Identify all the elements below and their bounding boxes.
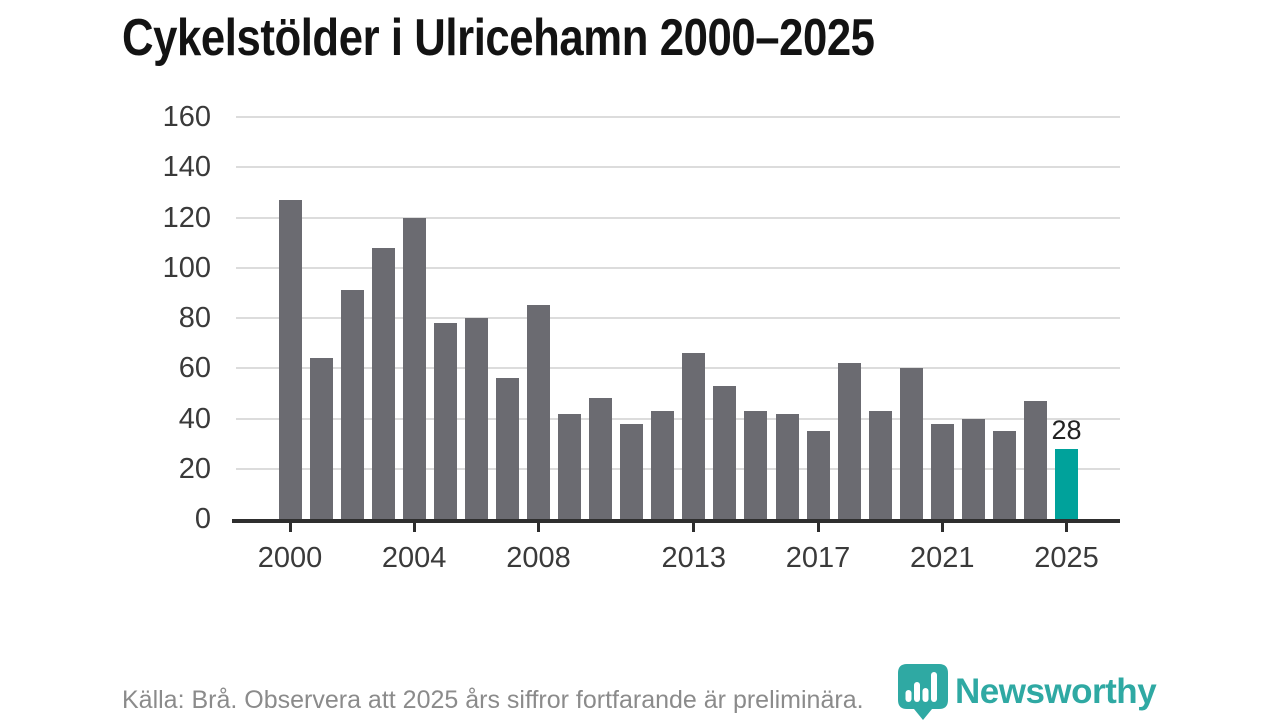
y-axis-tick-label: 140 — [162, 151, 211, 184]
bar-2023 — [992, 431, 1016, 519]
bar-2018 — [837, 363, 861, 519]
x-axis-tick-2025 — [1065, 523, 1068, 532]
bar-2005 — [433, 323, 457, 519]
y-axis-tick-label: 0 — [194, 503, 211, 535]
bar-2020 — [899, 368, 923, 520]
gridline-140 — [236, 166, 1120, 169]
bar-2003 — [371, 247, 395, 519]
gridline-120 — [236, 216, 1120, 219]
x-axis-tick-2017 — [816, 523, 820, 532]
bar-2024 — [1023, 400, 1047, 519]
newsworthy-pin-barchart-icon — [898, 664, 948, 720]
gridline-40 — [236, 417, 1120, 420]
y-axis-tick-label: 60 — [178, 352, 211, 385]
bar-2021 — [930, 423, 954, 519]
y-axis-tick-label: 80 — [178, 302, 211, 334]
x-axis-tick-label: 2025 — [1034, 542, 1099, 574]
y-axis-tick-label: 100 — [162, 251, 211, 284]
bar-2008 — [527, 305, 550, 519]
bar-2010 — [589, 398, 613, 519]
bar-2019 — [868, 411, 892, 519]
chart-title: Cykelstölder i Ulricehamn 2000–2025 — [122, 9, 875, 67]
x-axis-line — [232, 519, 1120, 523]
gridline-80 — [236, 317, 1120, 319]
bar-2013 — [682, 353, 706, 519]
bar-2002 — [340, 290, 364, 519]
x-axis-tick-2000 — [288, 523, 292, 532]
y-axis-tick-label: 160 — [162, 101, 211, 133]
bar-2017 — [806, 431, 830, 519]
bar-2004 — [402, 217, 426, 519]
x-axis-tick-label: 2017 — [785, 542, 851, 574]
bar-2014 — [713, 385, 737, 519]
x-axis-tick-2008 — [537, 523, 540, 532]
gridline-60 — [236, 367, 1120, 370]
bar-2012 — [651, 411, 675, 519]
bar-2022 — [961, 418, 985, 519]
x-axis-tick-label: 2000 — [257, 542, 323, 574]
x-axis-tick-label: 2013 — [661, 542, 727, 574]
source-note: Källa: Brå. Observera att 2025 års siffr… — [122, 686, 864, 714]
bar-2016 — [775, 413, 799, 519]
bar-2000 — [278, 199, 302, 519]
bar-2006 — [464, 318, 488, 519]
gridline-20 — [236, 467, 1120, 470]
bar-2001 — [309, 358, 333, 519]
newsworthy-logo: Newsworthy — [898, 664, 1157, 720]
gridline-100 — [236, 266, 1120, 269]
x-axis-tick-label: 2021 — [910, 542, 975, 574]
y-axis-tick-label: 120 — [162, 201, 211, 234]
x-axis-tick-2013 — [692, 523, 696, 532]
gridline-160 — [236, 116, 1120, 118]
bar-2011 — [620, 423, 644, 519]
y-axis-tick-label: 20 — [178, 452, 211, 485]
x-axis-tick-label: 2008 — [506, 542, 571, 574]
x-axis-tick-2004 — [412, 523, 416, 532]
newsworthy-logo-text: Newsworthy — [955, 672, 1157, 711]
highlight-value-label: 28 — [1051, 414, 1082, 445]
x-axis-tick-2021 — [940, 523, 944, 532]
bar-2009 — [558, 413, 581, 519]
bar-2025 — [1055, 448, 1078, 519]
x-axis-tick-label: 2004 — [381, 542, 447, 574]
bar-2015 — [744, 411, 768, 519]
bar-2007 — [495, 378, 519, 519]
y-axis-tick-label: 40 — [178, 402, 211, 435]
